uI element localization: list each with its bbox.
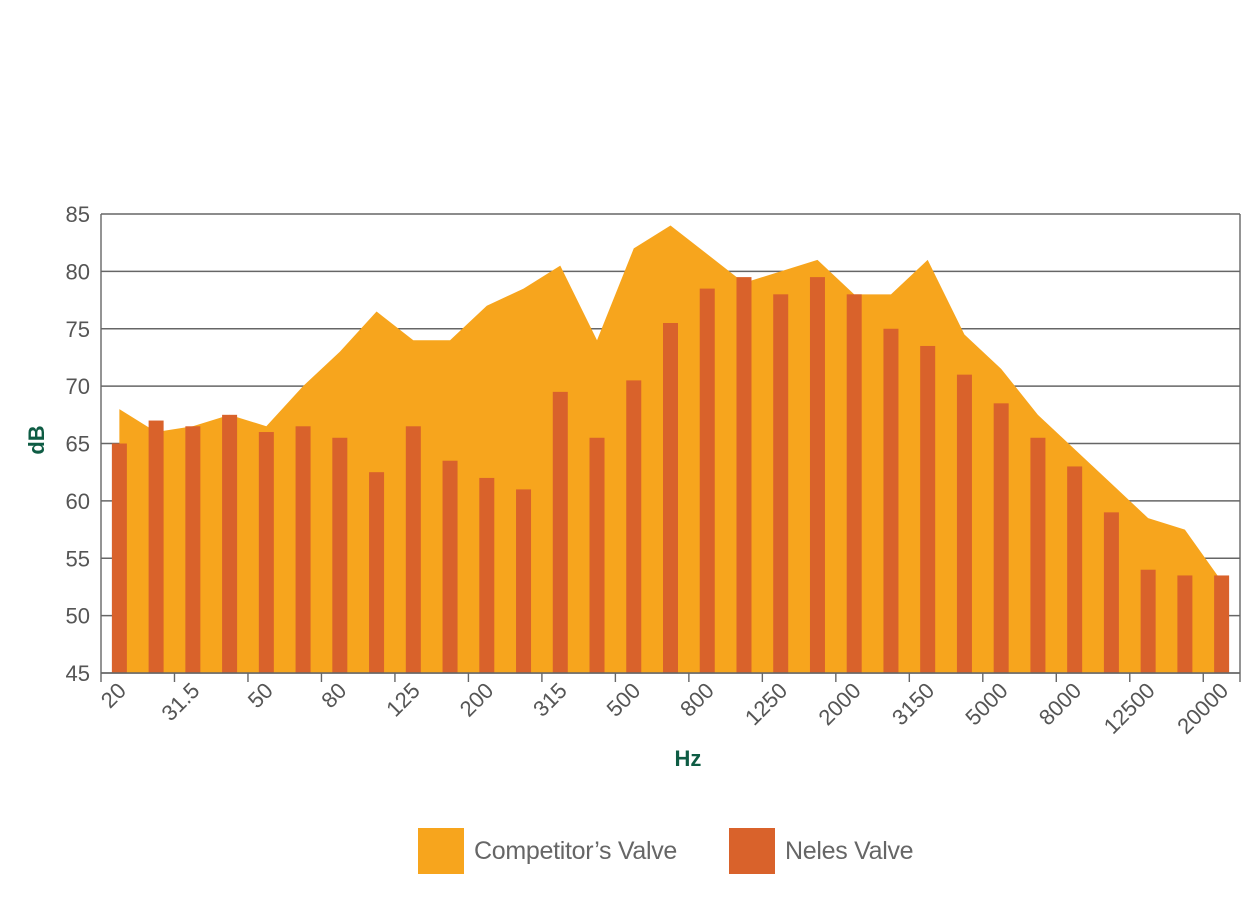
competitor-swatch xyxy=(418,828,464,874)
x-tick-label: 80 xyxy=(316,678,351,713)
neles-bar xyxy=(148,420,164,673)
y-tick-labels: 45 50 55 60 65 70 75 80 85 xyxy=(66,202,90,686)
neles-bar xyxy=(773,294,789,673)
neles-bar xyxy=(185,426,201,673)
x-tick-label: 2000 xyxy=(813,678,865,730)
neles-bar xyxy=(920,345,936,673)
x-tick-label: 3150 xyxy=(887,678,939,730)
y-tick-label: 70 xyxy=(66,374,90,399)
legend-item-neles: Neles Valve xyxy=(729,828,914,874)
neles-bar xyxy=(258,432,274,673)
y-tick-label: 45 xyxy=(66,661,90,686)
neles-bar xyxy=(663,323,678,673)
neles-bar xyxy=(516,489,532,673)
neles-bar xyxy=(736,277,752,673)
x-tick-label: 8000 xyxy=(1034,678,1086,730)
y-tick-label: 75 xyxy=(66,317,90,342)
neles-bar xyxy=(405,426,421,673)
x-tick-label: 20000 xyxy=(1172,678,1233,739)
legend-item-competitor: Competitor’s Valve xyxy=(418,828,677,874)
x-tick-label: 800 xyxy=(675,678,719,722)
neles-bar xyxy=(295,426,311,673)
x-tick-label: 125 xyxy=(381,678,425,722)
neles-bar xyxy=(589,437,605,673)
neles-bar xyxy=(956,374,972,673)
neles-bar xyxy=(111,443,127,673)
neles-bar xyxy=(993,403,1009,673)
legend: Competitor’s Valve Neles Valve xyxy=(418,828,965,874)
neles-bar xyxy=(369,472,385,673)
y-tick-label: 50 xyxy=(66,604,90,629)
x-tick-label: 50 xyxy=(243,678,278,713)
neles-swatch xyxy=(729,828,776,874)
x-tick-labels: 20 31.5 50 80 125 200 315 500 800 1250 2000 3150 500… xyxy=(96,678,1233,739)
neles-bar xyxy=(883,328,899,673)
chart: 45 50 55 60 65 70 75 80 85 20 31.5 50 80 125 200 315 50… xyxy=(24,202,1241,771)
y-tick-label: 55 xyxy=(66,546,90,571)
neles-bar xyxy=(626,380,642,673)
neles-bar xyxy=(1103,512,1119,673)
x-tick-label: 31.5 xyxy=(156,678,204,726)
neles-bar xyxy=(699,288,715,673)
neles-bar xyxy=(1214,575,1230,673)
neles-bar xyxy=(1140,569,1156,673)
y-tick-label: 80 xyxy=(66,259,90,284)
x-tick-label: 12500 xyxy=(1099,678,1160,739)
y-axis-label: dB xyxy=(24,425,49,454)
neles-bar xyxy=(1177,575,1193,673)
x-tick-label: 200 xyxy=(455,678,499,722)
neles-bar xyxy=(1030,437,1046,673)
x-tick-label: 5000 xyxy=(960,678,1012,730)
neles-bars-group xyxy=(111,277,1230,673)
neles-legend-label: Neles Valve xyxy=(785,836,914,865)
neles-bar xyxy=(809,277,825,673)
y-tick-label: 65 xyxy=(66,432,90,457)
competitor-legend-label: Competitor’s Valve xyxy=(474,836,678,865)
neles-bar xyxy=(222,414,238,673)
x-tick-label: 20 xyxy=(96,678,131,713)
axes xyxy=(100,214,1241,682)
neles-bar xyxy=(552,391,568,673)
neles-bar xyxy=(846,294,862,673)
x-tick-label: 500 xyxy=(602,678,646,722)
neles-bar xyxy=(442,460,458,673)
x-axis-label: Hz xyxy=(675,746,702,771)
neles-bar xyxy=(1067,466,1083,673)
neles-bar xyxy=(479,477,495,673)
x-tick-label: 315 xyxy=(528,678,572,722)
x-tick-label: 1250 xyxy=(740,678,792,730)
y-tick-label: 85 xyxy=(66,202,90,227)
y-tick-label: 60 xyxy=(66,489,90,514)
neles-bar xyxy=(332,437,348,673)
